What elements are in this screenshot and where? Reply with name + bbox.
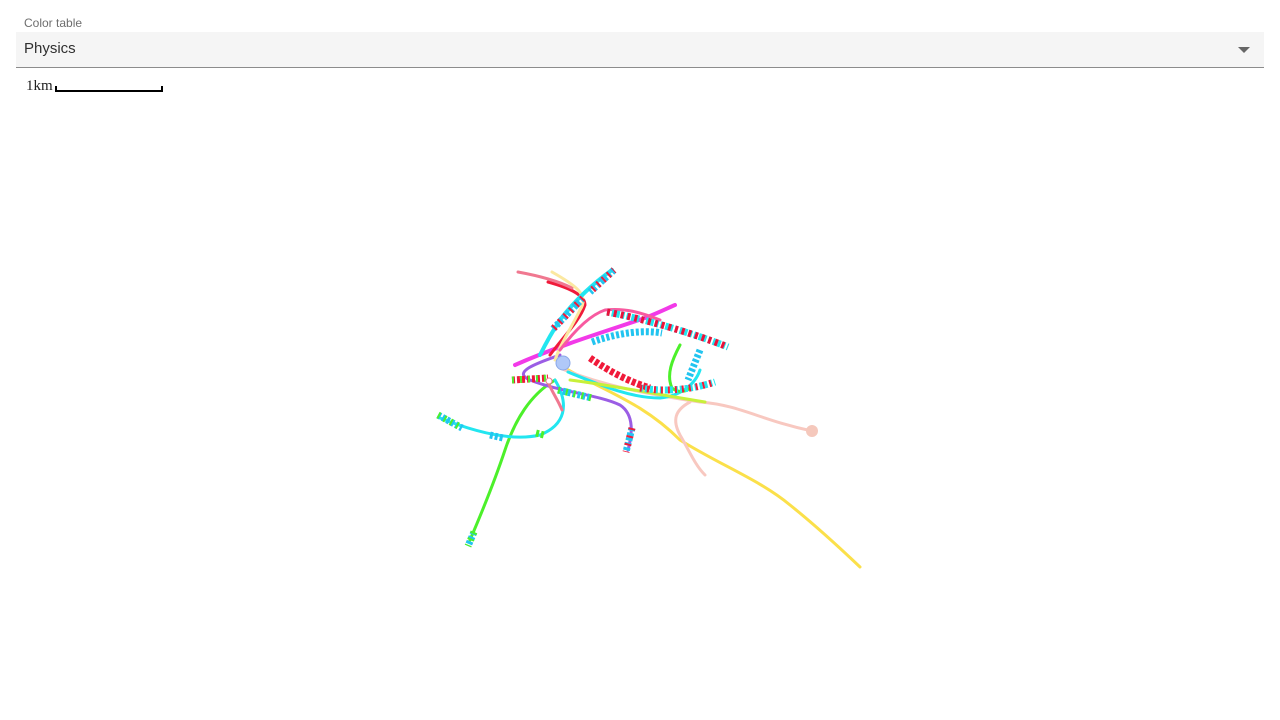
scale-line: [55, 86, 163, 92]
well-head-main[interactable]: [556, 356, 570, 370]
chevron-down-icon[interactable]: [1238, 47, 1250, 53]
well-yellow-long[interactable]: [560, 365, 860, 567]
scale-label: 1km: [26, 78, 53, 94]
scale-bar: 1km: [26, 78, 163, 94]
color-table-label: Color table: [24, 16, 82, 30]
color-table-dropdown[interactable]: Physics: [16, 32, 1264, 68]
well-green-branch[interactable]: [670, 345, 690, 391]
color-table-value: Physics: [24, 40, 76, 57]
color-table-select[interactable]: Color table Physics: [16, 12, 1264, 68]
well-head-small[interactable]: [546, 378, 552, 384]
log-segment-top-red[interactable]: [607, 312, 728, 347]
well-head-pink[interactable]: [806, 425, 818, 437]
log-segment-cyan-mid[interactable]: [490, 435, 503, 438]
well-green-south[interactable]: [470, 380, 555, 540]
